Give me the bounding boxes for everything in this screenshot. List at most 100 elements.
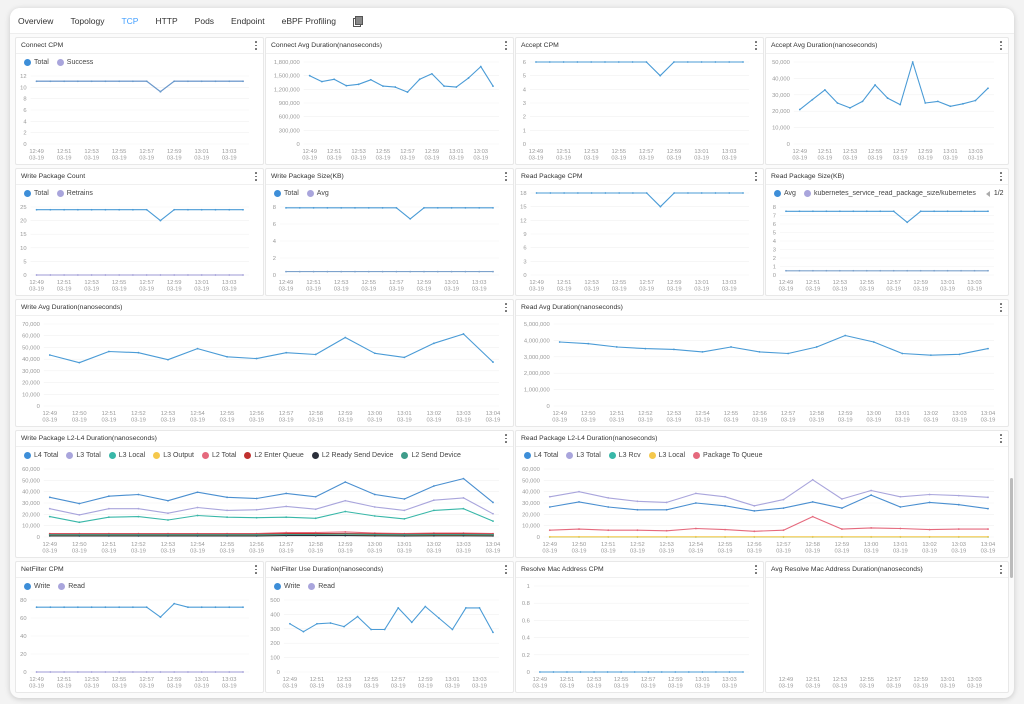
data-point[interactable] <box>919 269 922 272</box>
data-point[interactable] <box>665 535 668 538</box>
legend-item[interactable]: L2 Ready Send Device <box>311 452 393 459</box>
data-point[interactable] <box>919 210 922 213</box>
data-point[interactable] <box>90 606 93 609</box>
data-point[interactable] <box>647 671 650 673</box>
data-point[interactable] <box>836 102 839 104</box>
data-point[interactable] <box>104 208 107 211</box>
data-point[interactable] <box>535 61 537 63</box>
data-point[interactable] <box>344 481 347 483</box>
data-point[interactable] <box>137 507 140 510</box>
data-point[interactable] <box>436 270 439 273</box>
data-point[interactable] <box>576 192 579 194</box>
data-point[interactable] <box>742 61 744 63</box>
legend-item[interactable]: L3 Total <box>66 452 101 459</box>
chart-canvas[interactable]: 0 10,000 20,000 30,000 40,000 50,000 60,000 70,… <box>16 316 514 427</box>
data-point[interactable] <box>607 529 610 532</box>
data-point[interactable] <box>424 605 427 608</box>
series-line-l2-send-device[interactable] <box>49 533 494 536</box>
data-point[interactable] <box>936 100 939 103</box>
data-point[interactable] <box>548 61 551 63</box>
data-point[interactable] <box>753 504 756 507</box>
series-line-avg[interactable] <box>786 210 988 223</box>
data-point[interactable] <box>782 529 785 532</box>
data-point[interactable] <box>226 509 228 512</box>
data-point[interactable] <box>433 342 435 345</box>
data-point[interactable] <box>312 206 315 209</box>
data-point[interactable] <box>957 535 960 538</box>
data-point[interactable] <box>462 534 465 537</box>
data-point[interactable] <box>841 507 843 509</box>
data-point[interactable] <box>196 347 199 350</box>
legend-item[interactable]: Avg <box>306 190 329 197</box>
data-point[interactable] <box>587 342 590 345</box>
series-line-avg[interactable] <box>559 334 989 356</box>
data-point[interactable] <box>933 210 936 213</box>
data-point[interactable] <box>728 671 731 673</box>
data-point[interactable] <box>946 269 949 272</box>
series-line-total[interactable] <box>286 207 493 220</box>
chart-canvas[interactable]: 0 1,000,000 2,000,000 3,000,000 4,000,000 5,0… <box>516 316 1009 427</box>
data-point[interactable] <box>782 498 785 501</box>
data-point[interactable] <box>899 495 902 498</box>
data-point[interactable] <box>107 350 110 353</box>
data-point[interactable] <box>308 74 311 77</box>
data-point[interactable] <box>987 87 989 90</box>
series-line-total[interactable] <box>36 209 243 222</box>
data-point[interactable] <box>314 517 317 520</box>
data-point[interactable] <box>373 534 376 537</box>
data-point[interactable] <box>167 519 169 521</box>
data-point[interactable] <box>49 80 52 83</box>
data-point[interactable] <box>687 671 690 673</box>
data-point[interactable] <box>329 622 332 624</box>
legend-item[interactable]: Total <box>24 190 49 197</box>
tab-tcp[interactable]: TCP <box>121 15 139 26</box>
data-point[interactable] <box>899 527 902 530</box>
data-point[interactable] <box>879 210 882 213</box>
data-point[interactable] <box>451 628 454 631</box>
legend-item[interactable]: L2 Send Device <box>401 452 461 459</box>
more-options-icon[interactable] <box>754 172 758 182</box>
series-line-total[interactable] <box>536 192 743 208</box>
data-point[interactable] <box>403 356 406 359</box>
data-point[interactable] <box>159 274 162 276</box>
data-point[interactable] <box>958 353 961 356</box>
data-point[interactable] <box>35 606 38 609</box>
data-point[interactable] <box>90 274 93 276</box>
data-point[interactable] <box>906 221 909 224</box>
data-point[interactable] <box>632 192 634 194</box>
data-point[interactable] <box>815 346 818 348</box>
data-point[interactable] <box>957 503 960 506</box>
data-point[interactable] <box>701 671 704 673</box>
data-point[interactable] <box>974 99 977 102</box>
data-point[interactable] <box>730 346 732 348</box>
more-options-icon[interactable] <box>999 434 1003 444</box>
data-point[interactable] <box>145 606 148 609</box>
data-point[interactable] <box>418 78 421 81</box>
data-point[interactable] <box>645 192 648 194</box>
data-point[interactable] <box>395 206 398 209</box>
data-point[interactable] <box>118 671 121 673</box>
data-point[interactable] <box>798 108 801 111</box>
data-point[interactable] <box>949 105 952 108</box>
data-point[interactable] <box>226 516 228 519</box>
data-point[interactable] <box>35 274 38 276</box>
legend-next-page-icon[interactable] <box>1007 190 1008 197</box>
series-line-avg[interactable] <box>799 61 989 111</box>
data-point[interactable] <box>394 86 397 88</box>
data-point[interactable] <box>659 205 662 208</box>
data-point[interactable] <box>35 208 38 211</box>
data-point[interactable] <box>825 210 828 213</box>
data-point[interactable] <box>645 61 648 63</box>
data-point[interactable] <box>607 535 610 538</box>
data-point[interactable] <box>132 208 134 211</box>
data-point[interactable] <box>214 80 217 83</box>
data-point[interactable] <box>742 671 744 673</box>
data-point[interactable] <box>145 274 148 276</box>
data-point[interactable] <box>787 352 790 355</box>
data-point[interactable] <box>636 500 639 503</box>
data-point[interactable] <box>812 210 814 213</box>
data-point[interactable] <box>872 341 875 343</box>
data-point[interactable] <box>852 269 855 272</box>
data-point[interactable] <box>431 72 433 75</box>
data-point[interactable] <box>48 496 51 499</box>
